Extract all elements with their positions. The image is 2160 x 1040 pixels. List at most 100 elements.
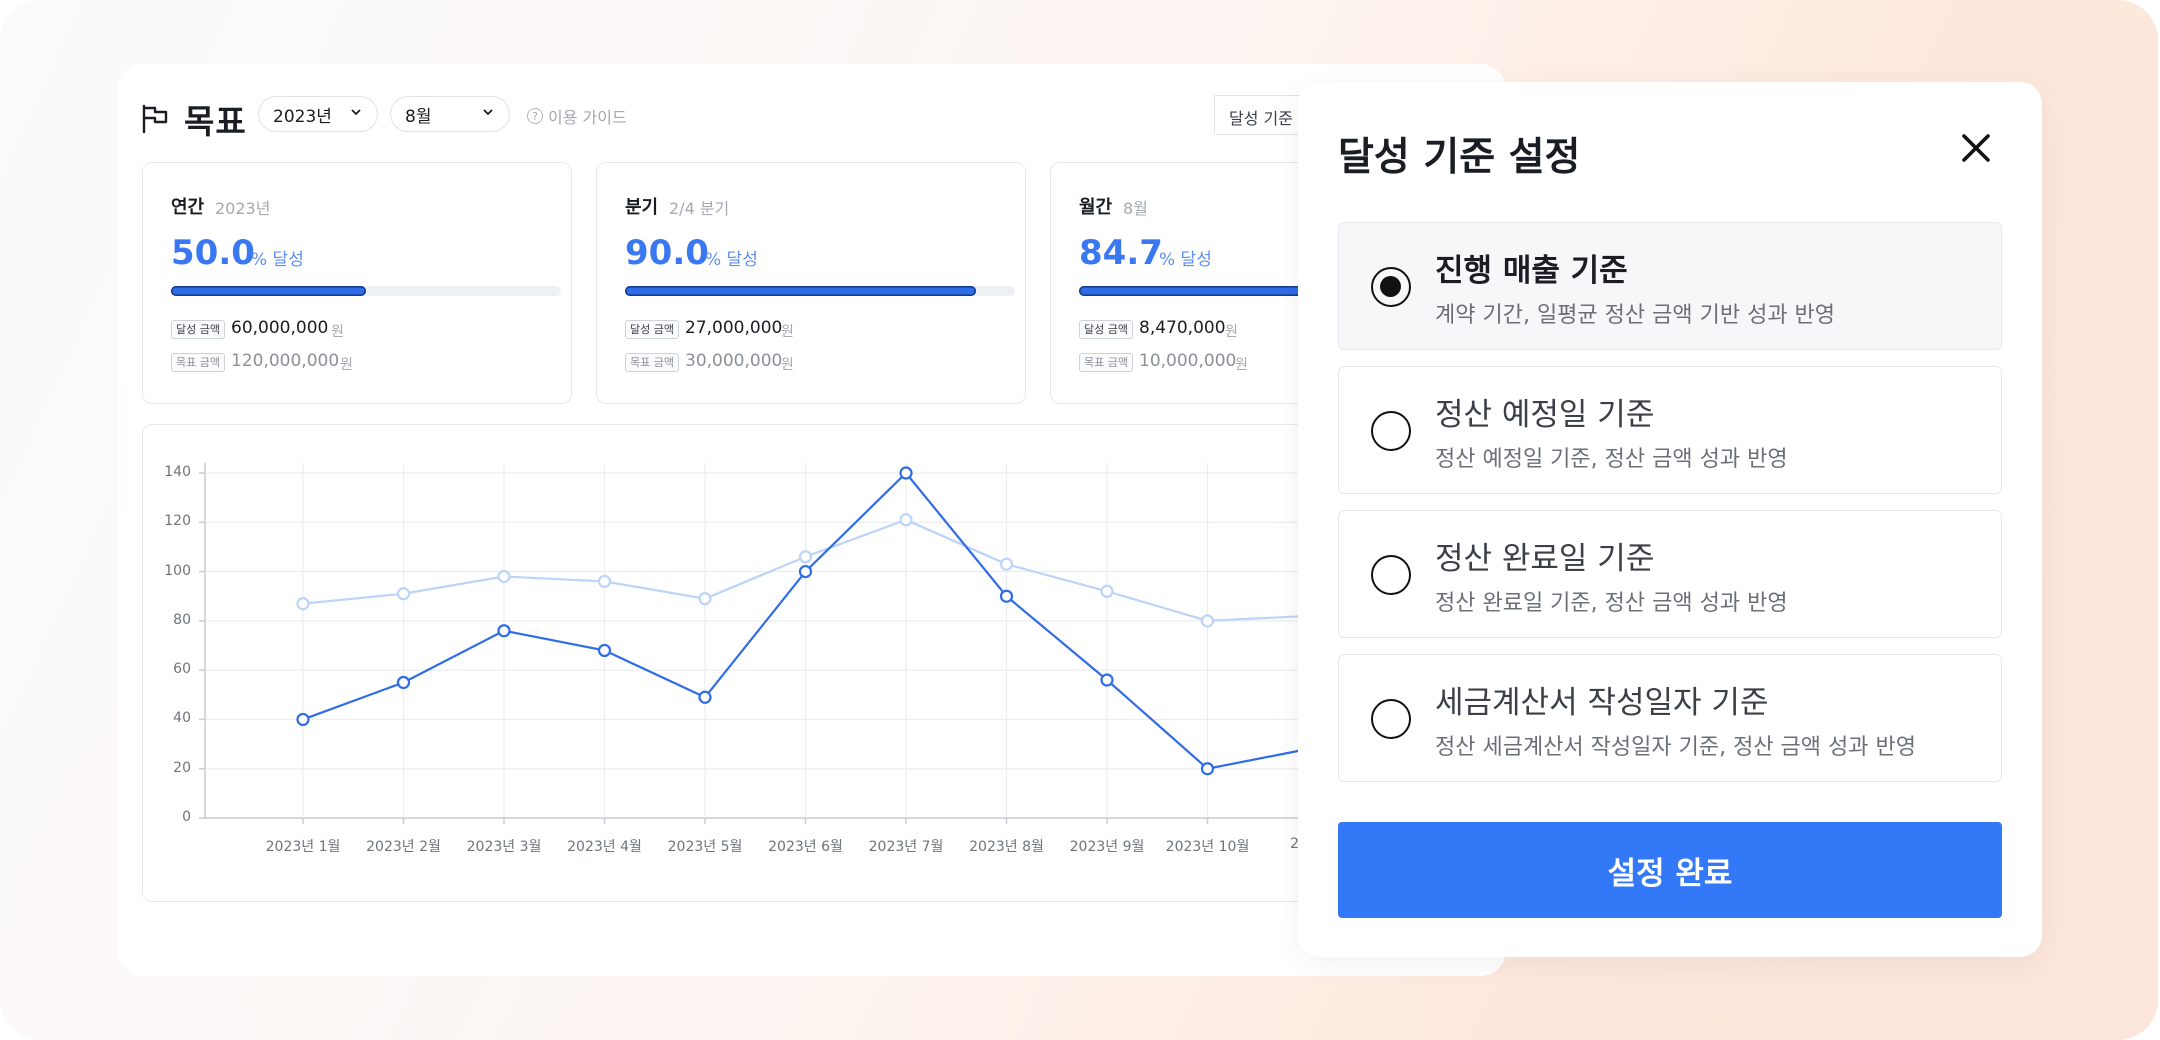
card-label: 연간 [171, 197, 205, 218]
y-tick-label: 140 [164, 464, 191, 480]
x-tick-label: 2023년 7월 [868, 839, 944, 855]
data-point [597, 643, 612, 658]
data-point [999, 557, 1014, 571]
data-point [296, 712, 310, 727]
progress-bar [1079, 286, 1469, 296]
option-desc: 정산 세금계산서 작성일자 기준, 정산 금액 성과 반영 [1435, 735, 1916, 760]
month-select[interactable]: 8월 [390, 96, 510, 132]
option-completed-date[interactable]: 정산 완료일 기준 정산 완료일 기준, 정산 금액 성과 반영 [1338, 510, 2002, 638]
target-tag: 목표 금액 [171, 353, 225, 372]
y-tick-label: 40 [173, 710, 191, 727]
won-unit: 원 [1235, 357, 1248, 373]
won-unit: 원 [781, 324, 794, 340]
y-tick-label: 100 [164, 562, 191, 579]
card-percent: 90.0 [625, 233, 709, 273]
card-label: 분기 [625, 197, 659, 218]
flag-icon [142, 104, 168, 134]
progress-fill [171, 286, 366, 296]
card-annual: 연간 2023년 50.0 % 달성 달성 금액 60,000,000 원 목표… [142, 162, 572, 404]
radio-unselected[interactable] [1371, 699, 1411, 739]
data-point [798, 564, 813, 579]
card-sub: 2023년 [215, 199, 271, 218]
y-tick-label: 0 [182, 809, 191, 825]
radio-selected[interactable] [1371, 267, 1411, 307]
radio-dot [1380, 276, 1401, 297]
card-quarter: 분기 2/4 분기 90.0 % 달성 달성 금액 27,000,000 원 목… [596, 162, 1026, 404]
option-desc: 정산 완료일 기준, 정산 금액 성과 반영 [1435, 591, 1788, 616]
option-title: 정산 예정일 기준 [1435, 397, 1655, 433]
won-unit: 원 [1225, 324, 1238, 340]
x-tick-label: 2023년 5월 [667, 839, 743, 855]
year-select-value: 2023년 [273, 106, 332, 127]
radio-unselected[interactable] [1371, 555, 1411, 595]
card-percent-unit: % 달성 [1159, 250, 1212, 270]
progress-bar [625, 286, 1015, 296]
achieved-amount: 8,470,000 [1139, 318, 1226, 338]
confirm-button[interactable]: 설정 완료 [1338, 822, 2002, 918]
data-point [597, 574, 612, 589]
data-point [296, 597, 310, 611]
guide-link[interactable]: ? 이용 가이드 [527, 104, 627, 128]
option-tax-invoice-date[interactable]: 세금계산서 작성일자 기준 정산 세금계산서 작성일자 기준, 정산 금액 성과… [1338, 654, 2002, 782]
data-point [396, 675, 411, 690]
line-chart [199, 463, 1480, 824]
data-point [1100, 673, 1114, 687]
data-point [1100, 584, 1114, 598]
data-point [899, 513, 913, 527]
guide-label: 이용 가이드 [548, 108, 627, 127]
target-amount: 120,000,000 [231, 351, 340, 371]
y-tick-label: 80 [173, 611, 191, 628]
option-desc: 계약 기간, 일평균 정산 금액 기반 성과 반영 [1435, 303, 1836, 328]
y-tick-label: 120 [164, 513, 191, 530]
x-tick-label: 2023년 10월 [1165, 839, 1250, 855]
month-select-value: 8월 [405, 106, 432, 127]
progress-fill [625, 286, 976, 296]
data-point [899, 466, 913, 480]
page-title: 목표 [184, 102, 247, 141]
x-tick-label: 2023년 4월 [567, 839, 642, 855]
progress-fill [1079, 286, 1410, 296]
achieved-amount: 27,000,000 [685, 318, 783, 338]
progress-bar [171, 286, 561, 296]
card-sub: 2/4 분기 [669, 199, 730, 218]
won-unit: 원 [781, 357, 794, 373]
close-icon[interactable] [1960, 132, 1992, 164]
won-unit: 원 [340, 357, 353, 373]
radio-unselected[interactable] [1371, 411, 1411, 451]
target-amount: 30,000,000 [685, 351, 783, 371]
option-title: 세금계산서 작성일자 기준 [1435, 685, 1769, 721]
option-expected-date[interactable]: 정산 예정일 기준 정산 예정일 기준, 정산 금액 성과 반영 [1338, 366, 2002, 494]
achieved-tag: 달성 금액 [171, 320, 225, 339]
y-tick-label: 60 [173, 661, 191, 678]
help-icon: ? [527, 108, 543, 124]
card-label: 월간 [1079, 197, 1113, 218]
option-progress-sales[interactable]: 진행 매출 기준 계약 기간, 일평균 정산 금액 기반 성과 반영 [1338, 222, 2002, 350]
data-point [497, 624, 511, 638]
chevron-down-icon [483, 109, 493, 116]
target-tag: 목표 금액 [1079, 353, 1133, 372]
data-point [999, 589, 1014, 603]
data-point [1200, 614, 1215, 628]
data-point [798, 550, 813, 564]
card-sub: 8월 [1123, 199, 1148, 218]
option-title: 진행 매출 기준 [1435, 253, 1628, 289]
x-tick-label: 2023년 9월 [1069, 839, 1145, 855]
chevron-down-icon [351, 109, 361, 116]
card-percent: 50.0 [171, 233, 255, 273]
data-point [1200, 762, 1215, 776]
year-select[interactable]: 2023년 [258, 96, 378, 132]
chart-container: 0 20 40 60 80 100 120 140 2023년 1월 2023년 2월 2023년… [142, 424, 1482, 902]
achieved-tag: 달성 금액 [1079, 320, 1133, 339]
option-desc: 정산 예정일 기준, 정산 금액 성과 반영 [1435, 447, 1788, 472]
y-tick-label: 20 [173, 759, 191, 776]
won-unit: 원 [331, 324, 344, 340]
data-point [396, 587, 411, 601]
x-tick-label: 2023년 3월 [466, 839, 542, 855]
criteria-modal: 달성 기준 설정 진행 매출 기준 계약 기간, 일평균 정산 금액 기반 성과… [1298, 82, 2042, 957]
option-title: 정산 완료일 기준 [1435, 541, 1655, 577]
data-point [698, 690, 712, 704]
page-header: 목표 [140, 95, 247, 143]
target-amount: 10,000,000 [1139, 351, 1237, 371]
achieved-amount: 60,000,000 [231, 318, 329, 338]
card-percent: 84.7 [1079, 233, 1163, 273]
